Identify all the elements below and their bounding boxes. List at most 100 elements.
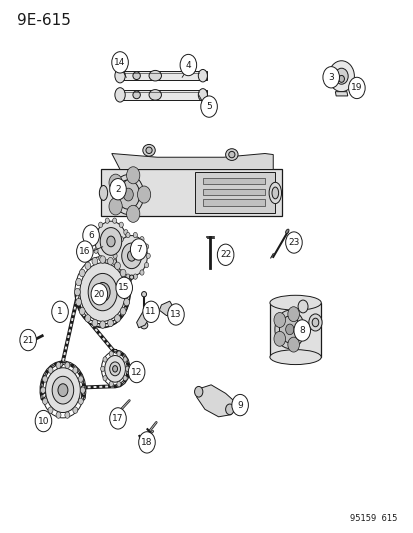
Text: 12: 12 xyxy=(131,368,142,376)
Circle shape xyxy=(107,319,113,327)
Circle shape xyxy=(65,362,70,368)
Circle shape xyxy=(92,319,97,327)
Ellipse shape xyxy=(114,69,125,83)
Circle shape xyxy=(128,361,145,383)
Circle shape xyxy=(98,255,102,261)
Polygon shape xyxy=(120,90,206,100)
Circle shape xyxy=(123,357,127,362)
Circle shape xyxy=(120,308,126,315)
Circle shape xyxy=(225,404,233,415)
Circle shape xyxy=(76,298,81,306)
Ellipse shape xyxy=(129,275,133,279)
Ellipse shape xyxy=(274,310,304,349)
Ellipse shape xyxy=(198,88,207,101)
Ellipse shape xyxy=(133,72,140,79)
Circle shape xyxy=(83,225,99,246)
Circle shape xyxy=(40,387,45,393)
Circle shape xyxy=(140,270,144,275)
Circle shape xyxy=(273,332,285,346)
Circle shape xyxy=(95,282,110,302)
Circle shape xyxy=(120,269,126,277)
Circle shape xyxy=(123,248,128,253)
Ellipse shape xyxy=(269,350,320,365)
Polygon shape xyxy=(101,169,281,216)
Circle shape xyxy=(119,270,123,275)
Text: 23: 23 xyxy=(287,238,299,247)
Circle shape xyxy=(103,376,107,381)
Circle shape xyxy=(76,278,81,286)
Circle shape xyxy=(119,222,123,228)
Circle shape xyxy=(138,432,155,453)
Circle shape xyxy=(287,337,299,352)
Text: 10: 10 xyxy=(38,417,49,425)
Circle shape xyxy=(43,376,47,382)
Polygon shape xyxy=(120,71,206,80)
Circle shape xyxy=(48,407,53,414)
Circle shape xyxy=(116,382,121,387)
Circle shape xyxy=(116,236,147,276)
Circle shape xyxy=(99,288,106,296)
Circle shape xyxy=(45,368,80,413)
Circle shape xyxy=(121,243,141,269)
Text: 7: 7 xyxy=(135,245,141,254)
Circle shape xyxy=(109,198,122,215)
Circle shape xyxy=(285,232,301,253)
Circle shape xyxy=(109,382,113,387)
Circle shape xyxy=(112,366,117,372)
Ellipse shape xyxy=(198,69,207,82)
Ellipse shape xyxy=(285,229,288,233)
Polygon shape xyxy=(112,154,273,169)
Ellipse shape xyxy=(27,340,32,345)
Circle shape xyxy=(144,262,148,268)
Text: 9: 9 xyxy=(237,401,242,409)
Circle shape xyxy=(56,412,61,418)
Text: 21: 21 xyxy=(22,336,34,344)
Circle shape xyxy=(113,253,117,259)
Circle shape xyxy=(114,262,120,270)
Text: 9E-615: 9E-615 xyxy=(17,13,70,28)
Circle shape xyxy=(94,248,98,253)
Circle shape xyxy=(73,407,78,414)
Circle shape xyxy=(43,398,47,405)
Text: 18: 18 xyxy=(141,438,152,447)
Text: 2: 2 xyxy=(115,185,121,193)
Circle shape xyxy=(231,394,248,416)
Circle shape xyxy=(100,256,105,263)
Ellipse shape xyxy=(140,321,147,329)
Ellipse shape xyxy=(149,90,161,100)
Circle shape xyxy=(348,77,364,99)
Ellipse shape xyxy=(269,295,320,310)
Ellipse shape xyxy=(99,185,107,200)
Circle shape xyxy=(78,376,83,382)
Circle shape xyxy=(105,260,109,265)
Circle shape xyxy=(146,253,150,259)
Circle shape xyxy=(114,244,119,249)
Circle shape xyxy=(144,244,148,249)
Text: 5: 5 xyxy=(206,102,211,111)
Circle shape xyxy=(180,54,196,76)
Circle shape xyxy=(48,367,53,373)
Ellipse shape xyxy=(228,151,235,158)
Ellipse shape xyxy=(142,144,155,156)
Circle shape xyxy=(91,284,107,305)
Circle shape xyxy=(311,318,318,327)
Circle shape xyxy=(103,357,107,362)
Circle shape xyxy=(112,260,116,265)
Ellipse shape xyxy=(133,91,140,99)
Circle shape xyxy=(297,300,307,313)
Circle shape xyxy=(126,274,130,279)
Circle shape xyxy=(125,239,129,244)
Circle shape xyxy=(123,278,129,286)
Text: 14: 14 xyxy=(114,58,126,67)
Circle shape xyxy=(130,239,147,260)
Circle shape xyxy=(107,236,115,247)
Text: 95159  615: 95159 615 xyxy=(349,514,396,523)
Circle shape xyxy=(285,324,293,335)
Circle shape xyxy=(95,221,126,262)
Circle shape xyxy=(58,384,68,397)
Text: 3: 3 xyxy=(328,73,333,82)
Circle shape xyxy=(88,273,117,311)
Circle shape xyxy=(52,301,68,322)
Circle shape xyxy=(78,398,83,405)
Circle shape xyxy=(114,314,120,322)
